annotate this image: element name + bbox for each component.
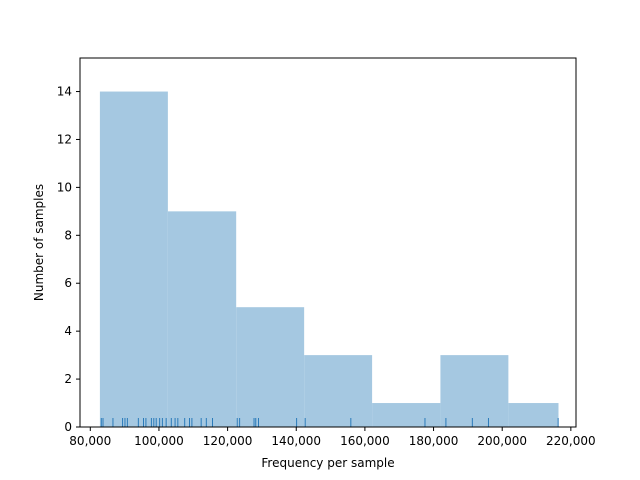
y-tick-label: 0 — [64, 420, 72, 434]
y-tick-label: 2 — [64, 372, 72, 386]
histogram-bar-4 — [304, 355, 373, 427]
x-tick-label: 180,000 — [409, 434, 459, 448]
y-tick-label: 6 — [64, 276, 72, 290]
plot-frame — [79, 57, 577, 428]
histogram-bar-7 — [508, 403, 559, 427]
rug-ticks — [100, 418, 559, 427]
histogram-bar-5 — [372, 403, 441, 427]
histogram-bar-3 — [236, 307, 305, 427]
x-tick-label: 80,000 — [69, 434, 111, 448]
x-tick-label: 140,000 — [271, 434, 321, 448]
histogram-bar-1 — [99, 91, 168, 427]
histogram-bar-6 — [440, 355, 509, 427]
x-tick-label: 120,000 — [203, 434, 253, 448]
y-tick-label: 14 — [57, 85, 72, 99]
x-tick-label: 160,000 — [340, 434, 390, 448]
y-tick-label: 8 — [64, 228, 72, 242]
y-axis: 0 2 4 6 8 10 12 14 — [57, 85, 80, 434]
histogram-bar-2 — [167, 211, 237, 427]
x-axis: 80,000 100,000 120,000 140,000 160,000 180,00… — [69, 427, 596, 448]
x-tick-label: 100,000 — [134, 434, 184, 448]
y-tick-label: 4 — [64, 324, 72, 338]
x-tick-label: 200,000 — [477, 434, 527, 448]
histogram-bars — [99, 91, 559, 427]
x-tick-label: 220,000 — [546, 434, 596, 448]
x-axis-label: Frequency per sample — [261, 456, 394, 470]
y-tick-label: 10 — [57, 180, 72, 194]
y-axis-label: Number of samples — [32, 184, 46, 301]
y-tick-label: 12 — [57, 132, 72, 146]
